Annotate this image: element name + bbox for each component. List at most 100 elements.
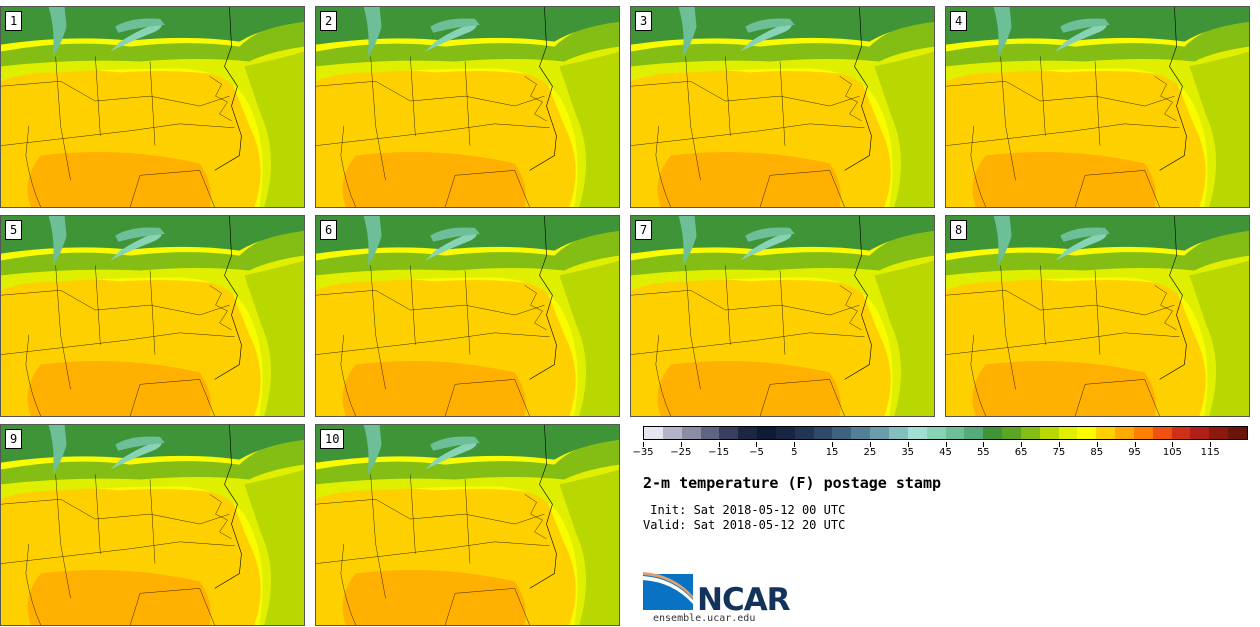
- colorbar-swatch: [1171, 427, 1191, 439]
- temperature-map: [316, 216, 619, 416]
- colorbar-swatch: [644, 427, 663, 439]
- colorbar-tick: [832, 442, 834, 447]
- temperature-map: [316, 7, 619, 207]
- colorbar-tick-label: 5: [791, 447, 798, 458]
- colorbar-swatch: [926, 427, 946, 439]
- colorbar-swatch: [983, 427, 1003, 439]
- colorbar-tick: [1172, 442, 1174, 447]
- ncar-logo-text: NCAR: [697, 582, 791, 618]
- temperature-map: [631, 216, 934, 416]
- colorbar-tick: [680, 442, 682, 447]
- colorbar-tick-label: 15: [825, 447, 839, 458]
- chart-title: 2-m temperature (F) postage stamp: [643, 474, 942, 492]
- member-panel-9: 9: [0, 424, 305, 626]
- colorbar-swatch: [945, 427, 965, 439]
- colorbar-swatch: [1133, 427, 1153, 439]
- colorbar-tick: [643, 442, 644, 447]
- colorbar-tick-label: 25: [863, 447, 877, 458]
- temperature-map: [1, 425, 304, 625]
- colorbar-swatch: [1020, 427, 1040, 439]
- member-label: 2: [320, 11, 338, 31]
- colorbar-tick-label: 95: [1128, 447, 1141, 458]
- member-panel-3: 3: [630, 6, 935, 208]
- temperature-map: [946, 216, 1249, 416]
- colorbar-tick-label: −15: [708, 447, 730, 458]
- temperature-colorbar: [643, 426, 1248, 440]
- member-panel-6: 6: [315, 215, 620, 417]
- colorbar-swatch: [1002, 427, 1021, 439]
- member-panel-8: 8: [945, 215, 1250, 417]
- colorbar-swatch: [794, 427, 814, 439]
- member-label: 10: [320, 429, 345, 449]
- colorbar-swatch: [757, 427, 776, 439]
- colorbar-tick: [869, 442, 871, 447]
- member-panel-4: 4: [945, 6, 1250, 208]
- colorbar-tick-label: 115: [1200, 447, 1220, 458]
- member-panel-1: 1: [0, 6, 305, 208]
- colorbar-swatch: [775, 427, 795, 439]
- init-time: Init: Sat 2018-05-12 00 UTC: [643, 503, 846, 517]
- colorbar-swatch: [1096, 427, 1116, 439]
- colorbar-tick-label: −5: [749, 447, 764, 458]
- temperature-map: [631, 7, 934, 207]
- colorbar-tick: [794, 442, 796, 447]
- member-label: 5: [5, 220, 23, 240]
- colorbar-swatch: [813, 427, 833, 439]
- colorbar-swatch: [719, 427, 739, 439]
- colorbar-swatch: [1209, 427, 1229, 439]
- member-panel-2: 2: [315, 6, 620, 208]
- temperature-map: [1, 216, 304, 416]
- colorbar-tick: [907, 442, 909, 447]
- colorbar-tick: [1096, 442, 1098, 447]
- colorbar-tick-label: 65: [1014, 447, 1028, 458]
- colorbar-swatch: [1115, 427, 1134, 439]
- member-panel-7: 7: [630, 215, 935, 417]
- temperature-map: [316, 425, 619, 625]
- colorbar-tick-label: 35: [901, 447, 915, 458]
- temperature-map: [1, 7, 304, 207]
- colorbar-swatch: [964, 427, 984, 439]
- site-url: ensemble.ucar.edu: [653, 613, 756, 624]
- colorbar-swatch: [1077, 427, 1097, 439]
- colorbar-tick-label: 75: [1052, 447, 1066, 458]
- member-label: 9: [5, 429, 23, 449]
- colorbar-swatch: [888, 427, 908, 439]
- colorbar-tick-label: 55: [976, 447, 990, 458]
- colorbar-tick: [1134, 442, 1136, 447]
- member-label: 7: [635, 220, 653, 240]
- colorbar-tick-label: 45: [939, 447, 952, 458]
- colorbar-tick-label: 105: [1162, 447, 1182, 458]
- colorbar-swatch: [907, 427, 927, 439]
- colorbar-swatch: [870, 427, 889, 439]
- colorbar-tick: [945, 442, 947, 447]
- colorbar-swatch: [738, 427, 758, 439]
- valid-time: Valid: Sat 2018-05-12 20 UTC: [643, 518, 846, 532]
- colorbar-tick: [1021, 442, 1023, 447]
- colorbar-tick-label: −25: [670, 447, 692, 458]
- colorbar-swatch: [662, 427, 682, 439]
- colorbar-tick-label: 85: [1090, 447, 1104, 458]
- colorbar-swatch: [1152, 427, 1172, 439]
- colorbar-swatch: [1058, 427, 1078, 439]
- colorbar-swatch: [700, 427, 720, 439]
- ncar-logo-icon: [643, 572, 693, 610]
- colorbar-swatch: [1190, 427, 1210, 439]
- colorbar-swatch: [832, 427, 852, 439]
- colorbar-tick: [1058, 442, 1060, 447]
- colorbar-swatch: [1228, 427, 1247, 439]
- member-panel-10: 10: [315, 424, 620, 626]
- colorbar-tick: [718, 442, 720, 447]
- member-panel-5: 5: [0, 215, 305, 417]
- member-label: 1: [5, 11, 23, 31]
- temperature-map: [946, 7, 1249, 207]
- member-label: 6: [320, 220, 338, 240]
- colorbar-tick-label: −35: [632, 447, 654, 458]
- colorbar-ticks: −35 −25 −15 −5 5 15 25 35 45 55 65 75 85 95 105 115: [632, 442, 1248, 462]
- member-label: 8: [950, 220, 968, 240]
- member-label: 3: [635, 11, 653, 31]
- colorbar-tick: [756, 442, 758, 447]
- colorbar-swatch: [851, 427, 871, 439]
- member-label: 4: [950, 11, 968, 31]
- colorbar-tick: [1210, 442, 1212, 447]
- colorbar-swatch: [1039, 427, 1059, 439]
